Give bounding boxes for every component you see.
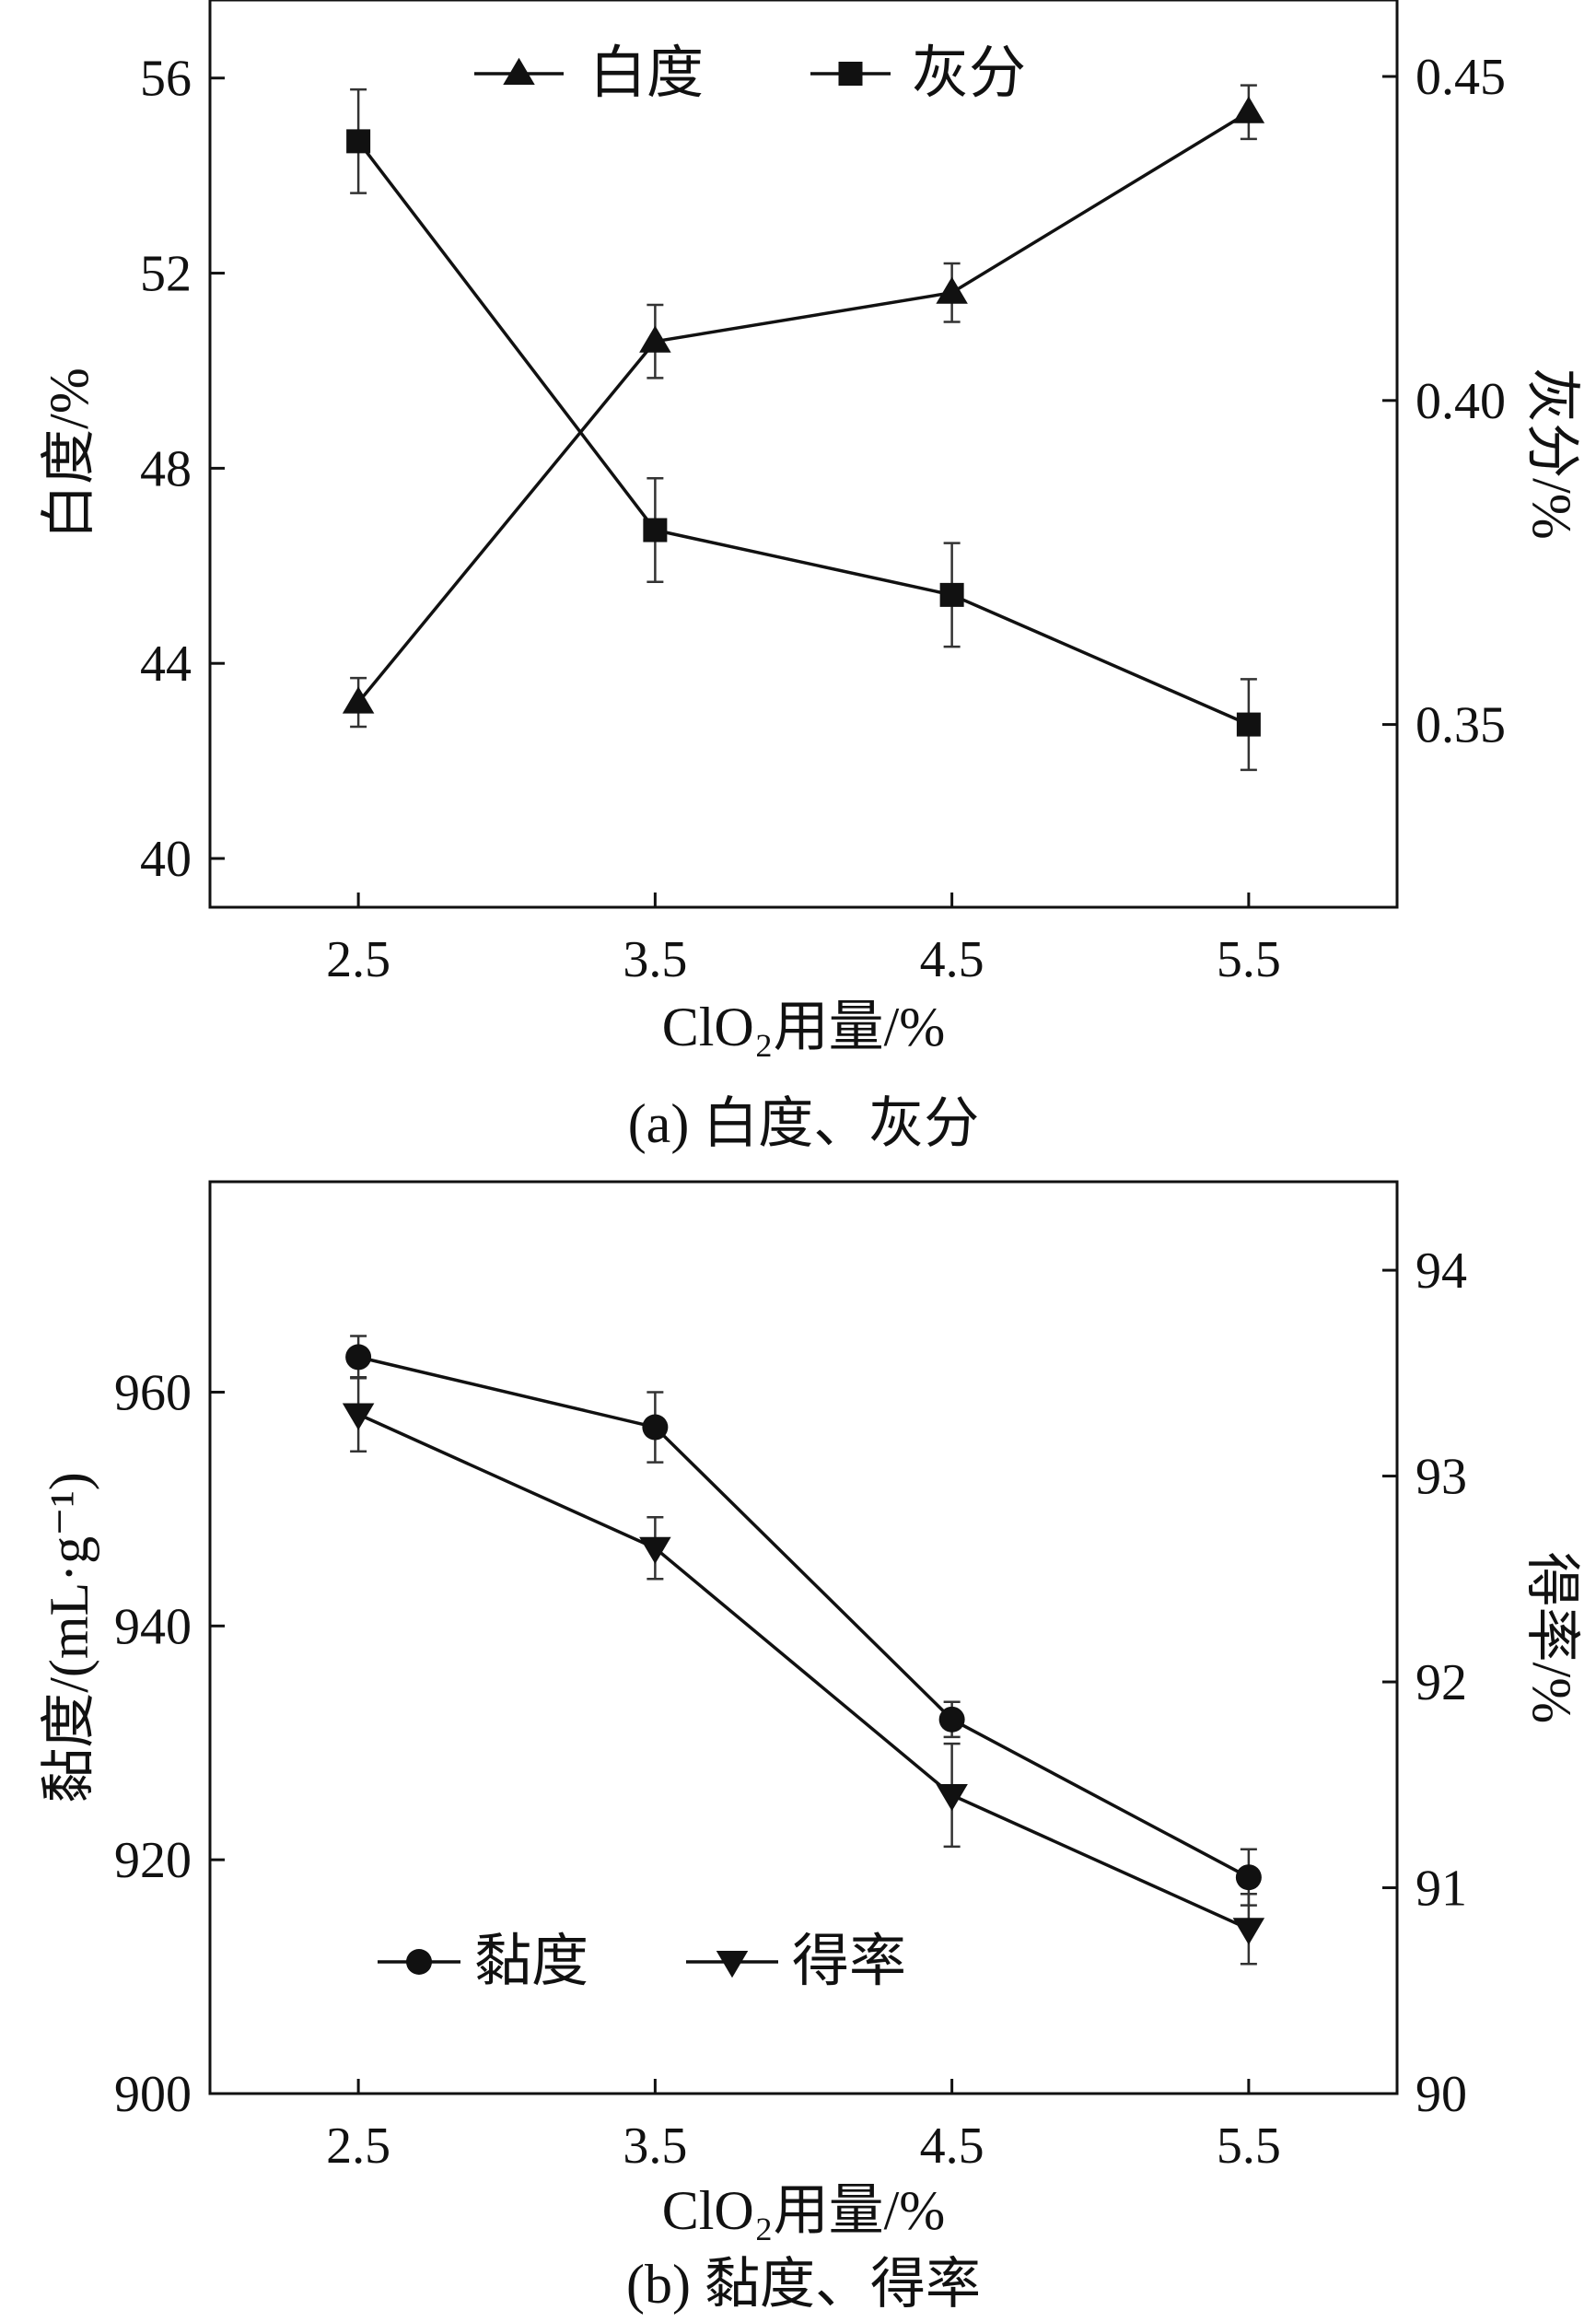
chart-a: 2.5 3.5 4.5 5.5 40 44 48 52 56 0.35 0.40 0.45 白度/% 灰分… (39, 0, 1582, 1154)
legend-label: 白度 (589, 42, 704, 105)
x-tick-label: 3.5 (623, 931, 687, 988)
x-axis-title: ClO₂用量/% (662, 997, 946, 1057)
left-tick-label: 940 (114, 1598, 192, 1655)
data-point (938, 1706, 965, 1733)
data-point (1232, 96, 1265, 123)
x-tick-label: 3.5 (623, 2118, 687, 2175)
right-tick-label: 93 (1415, 1449, 1467, 1506)
data-point (643, 518, 668, 543)
series-line (357, 1412, 1250, 1931)
x-tick-label: 2.5 (326, 2118, 390, 2175)
right-tick-label: 0.35 (1415, 697, 1506, 754)
data-point (642, 1414, 669, 1441)
data-point (936, 276, 968, 304)
right-axis-title: 得率/% (1521, 1552, 1582, 1724)
series-line (357, 1355, 1250, 1879)
left-tick-label: 48 (140, 440, 192, 497)
series-1: 灰分 (346, 42, 1261, 772)
x-tick-label: 5.5 (1217, 2118, 1281, 2175)
data-point (1236, 712, 1261, 737)
data-point (1232, 1918, 1265, 1945)
x-tick-label: 2.5 (326, 931, 390, 988)
chart-b: 2.5 3.5 4.5 5.5 900 920 940 960 90 91 92 93 94 黏度/(mL… (39, 1180, 1582, 2315)
x-tick-label: 4.5 (920, 2118, 984, 2175)
left-axis-title: 白度/% (39, 368, 99, 540)
left-tick-label: 44 (140, 636, 192, 693)
right-axis-title: 灰分/% (1521, 368, 1582, 540)
data-point (342, 686, 375, 714)
x-axis-title: ClO₂用量/% (662, 2180, 946, 2241)
left-tick-label: 40 (140, 831, 192, 888)
legend-label: 灰分 (912, 42, 1026, 105)
data-point (936, 1783, 968, 1812)
data-point (345, 1344, 372, 1371)
right-tick-label: 0.45 (1415, 49, 1506, 106)
legend-label: 黏度 (474, 1931, 588, 1993)
legend-marker (503, 57, 535, 85)
x-tick-label: 5.5 (1217, 931, 1281, 988)
data-point (939, 582, 964, 607)
data-point (639, 325, 671, 353)
left-axis-title: 黏度/(mL·g⁻¹) (39, 1472, 99, 1803)
legend-marker (716, 1951, 749, 1978)
plot-frame (208, 1180, 1399, 2095)
right-tick-label: 92 (1415, 1654, 1467, 1711)
left-tick-label: 960 (114, 1364, 192, 1421)
left-tick-label: 900 (114, 2066, 192, 2123)
series-line (356, 140, 1250, 727)
right-tick-label: 91 (1415, 1861, 1467, 1918)
x-tick-label: 4.5 (920, 931, 984, 988)
figure-caption: (b) 黏度、得率 (626, 2254, 981, 2315)
data-point (639, 1536, 671, 1565)
series-0: 黏度 (345, 1335, 1262, 1993)
right-tick-label: 90 (1415, 2066, 1467, 2123)
left-tick-label: 56 (140, 51, 192, 108)
legend-label: 得率 (792, 1931, 906, 1993)
left-tick-label: 52 (140, 246, 192, 303)
plot-frame (208, 0, 1399, 909)
series-0: 白度 (342, 42, 1265, 729)
right-tick-label: 0.40 (1415, 373, 1506, 430)
series-line (356, 111, 1250, 704)
data-point (1235, 1864, 1262, 1891)
left-tick-label: 920 (114, 1832, 192, 1889)
data-point (342, 1403, 375, 1430)
data-point (346, 129, 371, 154)
right-tick-label: 94 (1415, 1243, 1467, 1300)
figure-caption: (a) 白度、灰分 (628, 1093, 980, 1154)
series-1: 得率 (342, 1376, 1265, 1993)
legend-marker (406, 1949, 432, 1975)
legend-marker (838, 62, 863, 86)
